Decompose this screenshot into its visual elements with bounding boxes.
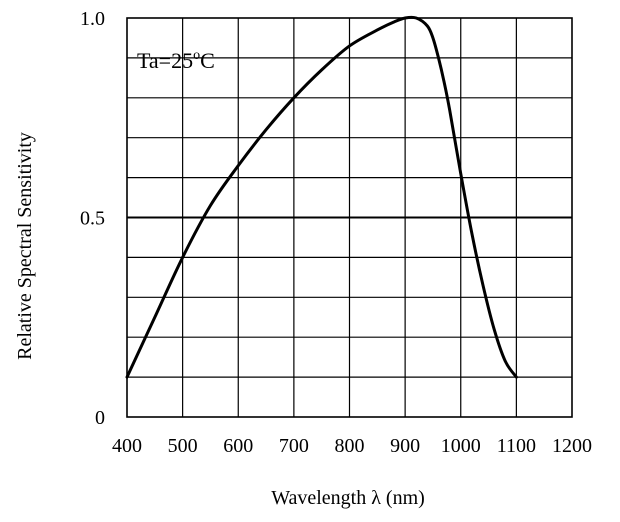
x-tick-label: 800 bbox=[335, 435, 365, 457]
y-axis-ticks: 0 0.5 1.0 bbox=[80, 8, 105, 429]
y-tick-label: 0.5 bbox=[80, 208, 105, 230]
x-tick-label: 500 bbox=[168, 435, 198, 457]
temperature-annotation: Ta=25oC bbox=[137, 48, 215, 73]
y-tick-label: 0 bbox=[95, 407, 105, 429]
grid bbox=[126, 17, 573, 418]
plot-area bbox=[125, 15, 518, 379]
x-tick-label: 1100 bbox=[497, 435, 536, 457]
x-axis-ticks: 400 500 600 700 800 900 1000 1100 1200 bbox=[112, 435, 592, 457]
x-tick-label: 400 bbox=[112, 435, 142, 457]
annotation-suffix: C bbox=[200, 48, 215, 73]
y-axis-title: Relative Spectral Sensitivity bbox=[14, 132, 36, 360]
sensitivity-curve bbox=[125, 15, 518, 379]
x-tick-label: 900 bbox=[390, 435, 420, 457]
x-tick-label: 700 bbox=[279, 435, 309, 457]
x-tick-label: 1000 bbox=[441, 435, 481, 457]
y-tick-label: 1.0 bbox=[80, 8, 105, 30]
annotation-prefix: Ta=25 bbox=[137, 48, 193, 73]
degree-symbol: o bbox=[193, 48, 200, 63]
x-axis-title: Wavelength λ (nm) bbox=[271, 487, 425, 509]
x-tick-label: 600 bbox=[223, 435, 253, 457]
x-tick-label: 1200 bbox=[552, 435, 592, 457]
plot-frame bbox=[126, 17, 573, 418]
